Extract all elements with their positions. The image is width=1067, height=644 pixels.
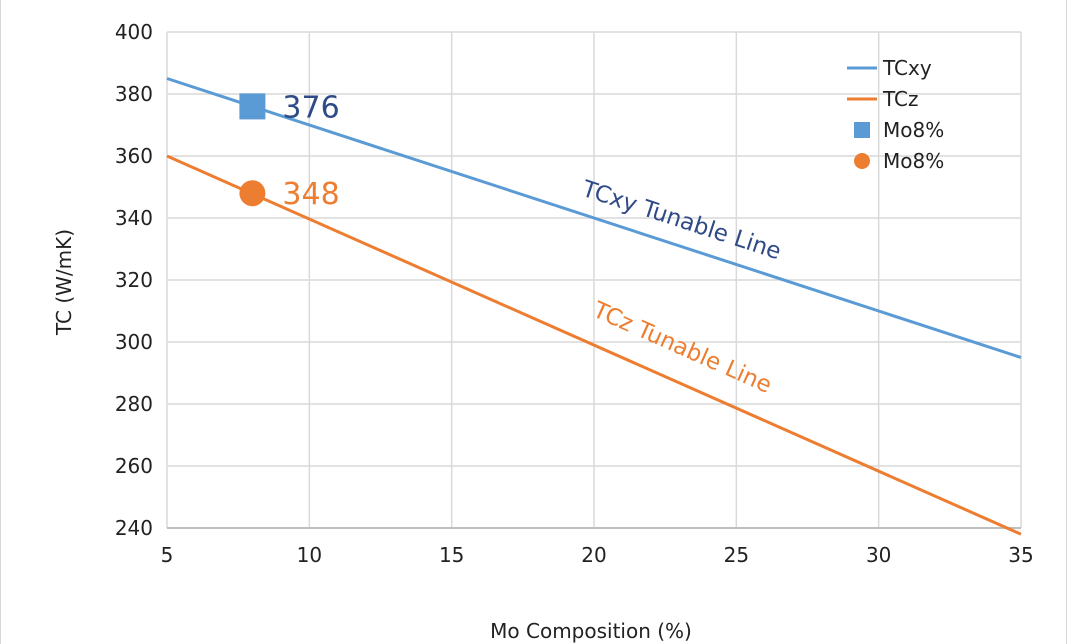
legend-entry: Mo8% [883, 149, 944, 173]
series-layer: 376 348 [166, 77, 1022, 536]
legend-entry: TCxy [882, 56, 932, 80]
data-label: 376 [282, 90, 339, 125]
legend-square-swatch [854, 122, 870, 138]
data-point-square [239, 93, 266, 120]
x-tick-label: 30 [866, 543, 891, 567]
y-tick-label: 380 [115, 82, 153, 106]
y-tick-label: 400 [115, 20, 153, 44]
y-tick-label: 360 [115, 144, 153, 168]
x-tick-label: 25 [724, 543, 749, 567]
x-tick-label: 10 [297, 543, 322, 567]
y-tick-label: 340 [115, 206, 153, 230]
series-line-tcz [166, 154, 1022, 536]
y-tick-label: 260 [115, 454, 153, 478]
x-tick-label: 20 [581, 543, 606, 567]
x-axis-label: Mo Composition (%) [490, 619, 692, 643]
legend-circle-swatch [854, 153, 870, 169]
legend: TCxy TCz Mo8% Mo8% [847, 56, 944, 173]
x-tick-labels: 5 10 15 20 25 30 35 [161, 543, 1034, 567]
legend-entry: TCz [882, 87, 919, 111]
y-tick-label: 320 [115, 268, 153, 292]
y-tick-label: 280 [115, 392, 153, 416]
line-annotation: TCxy Tunable Line [578, 176, 784, 265]
series-line-tcxy [166, 77, 1022, 359]
x-tick-label: 35 [1008, 543, 1033, 567]
data-label: 348 [282, 177, 339, 212]
y-axis-label: TC (W/mK) [52, 229, 76, 336]
x-tick-label: 5 [161, 543, 174, 567]
y-tick-label: 300 [115, 330, 153, 354]
x-tick-label: 15 [439, 543, 464, 567]
y-tick-labels: 240 260 280 300 320 340 360 380 400 [115, 20, 153, 540]
y-tick-label: 240 [115, 516, 153, 540]
legend-entry: Mo8% [883, 118, 944, 142]
data-point-circle [239, 180, 266, 207]
